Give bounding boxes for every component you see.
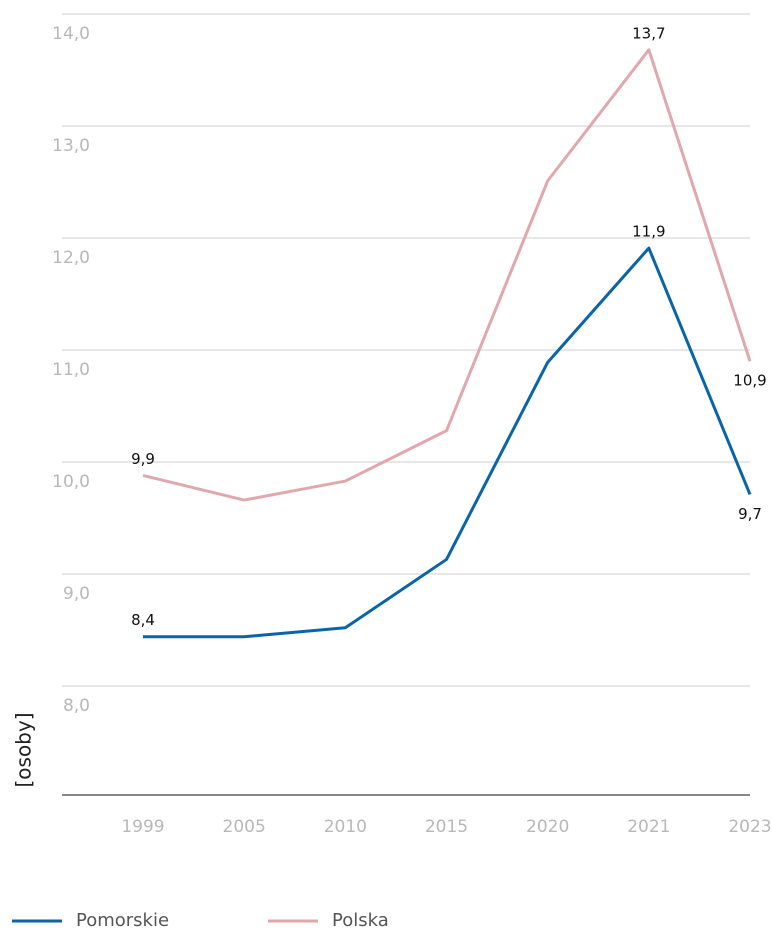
data-label: 8,4 xyxy=(131,611,155,629)
legend-label: Polska xyxy=(332,910,389,931)
data-label: 11,9 xyxy=(632,223,665,241)
data-label: 10,9 xyxy=(733,372,766,390)
x-tick-label: 2021 xyxy=(627,817,670,837)
y-tick-label: 8,0 xyxy=(63,696,90,716)
line-series xyxy=(142,48,752,502)
data-label: 9,9 xyxy=(131,450,155,468)
x-tick-label: 2010 xyxy=(324,817,367,837)
data-label: 9,7 xyxy=(738,505,762,523)
y-tick-label: 11,0 xyxy=(52,360,90,380)
x-tick-label: 2005 xyxy=(223,817,266,837)
y-tick-label: 9,0 xyxy=(63,584,90,604)
y-tick-label: 12,0 xyxy=(52,248,90,268)
x-tick-label: 2015 xyxy=(425,817,468,837)
data-label: 13,7 xyxy=(632,24,665,42)
y-tick-label: 10,0 xyxy=(52,472,90,492)
x-tick-label: 2020 xyxy=(526,817,569,837)
x-tick-label: 2023 xyxy=(728,817,771,837)
x-tick-label: 1999 xyxy=(121,817,164,837)
y-axis-label: [osoby] xyxy=(12,712,36,787)
y-tick-label: 13,0 xyxy=(52,136,90,156)
legend-label: Pomorskie xyxy=(76,910,169,931)
line-series xyxy=(143,246,752,639)
y-tick-label: 14,0 xyxy=(52,24,90,44)
